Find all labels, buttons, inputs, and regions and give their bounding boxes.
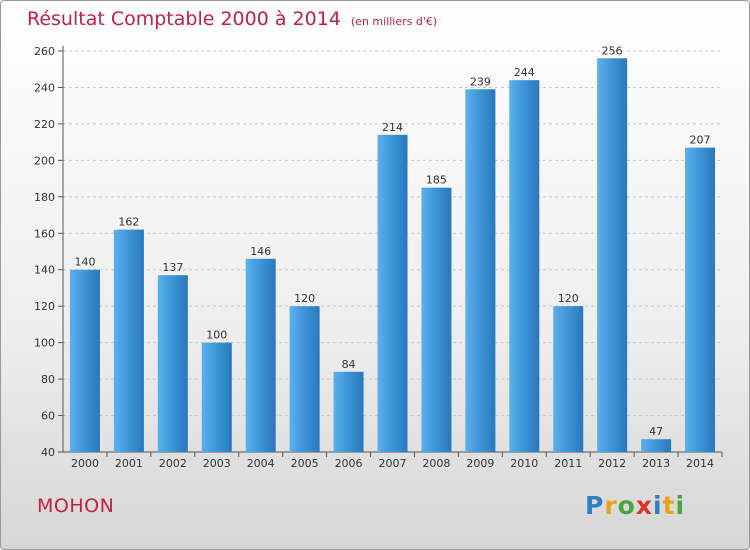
bar-2003 [201,342,232,452]
bar-2014 [685,147,716,452]
bars: 140 162 137 100 146 120 84 214 185 239 244 120 256 47… [69,44,716,453]
logo-letter: r [604,491,618,520]
x-tick-label: 2008 [422,457,450,470]
y-tick-label: 40 [41,446,55,459]
y-tick-label: 240 [34,81,55,94]
y-tick-label: 100 [34,337,55,350]
bar-2001 [113,229,144,452]
logo-letter: o [617,491,636,520]
y-tick-label: 160 [34,227,55,240]
bar-2013 [641,439,672,452]
x-tick-label: 2004 [247,457,275,470]
bar-value-label: 120 [558,292,579,305]
y-tick-label: 120 [34,300,55,313]
y-tick-label: 80 [41,373,55,386]
chart-title: Résultat Comptable 2000 à 2014 (en millie… [27,8,437,30]
bar-2000 [69,269,100,452]
x-tick-label: 2014 [686,457,714,470]
y-tick-label: 200 [34,154,55,167]
bar-value-label: 140 [74,256,95,269]
logo-letter: t [662,491,676,520]
bar-2008 [421,187,452,453]
x-tick-label: 2009 [466,457,494,470]
x-tick-label: 2002 [159,457,187,470]
title-text: Résultat Comptable 2000 à 2014 [27,8,341,30]
x-tick-label: 2012 [598,457,626,470]
bar-value-label: 84 [342,358,356,371]
y-tick-label: 180 [34,191,55,204]
x-tick-label: 2000 [71,457,99,470]
bar-value-label: 120 [294,292,315,305]
y-tick-label: 140 [34,264,55,277]
logo-letter: i [653,491,663,520]
bar-value-label: 162 [118,216,139,229]
y-tick-label: 220 [34,118,55,131]
bar-2010 [509,80,540,452]
x-tick-label: 2001 [115,457,143,470]
place-name: MOHON [37,495,115,517]
x-tick-label: 2011 [554,457,582,470]
y-tick-label: 260 [34,45,55,58]
bar-2004 [245,258,276,452]
bar-value-label: 100 [206,329,227,342]
bar-value-label: 47 [649,425,663,438]
x-tick-label: 2005 [291,457,319,470]
x-tick-label: 2013 [642,457,670,470]
unit-text: (en milliers d'€) [350,15,438,28]
x-tick-label: 2003 [203,457,231,470]
logo-letter: i [675,491,686,520]
bar-2002 [157,275,188,452]
x-tick-label: 2010 [510,457,538,470]
bar-2006 [333,371,364,452]
bar-2005 [289,306,320,452]
proxiti-logo: Proxiti [585,491,685,520]
x-tick-label: 2006 [335,457,363,470]
bar-2007 [377,134,408,452]
bar-value-label: 146 [250,245,271,258]
bar-value-label: 214 [382,121,403,134]
y-tick-label: 60 [41,410,55,423]
logo-letter: x [635,491,653,520]
bar-2011 [553,306,584,452]
bar-value-label: 207 [690,134,711,147]
bar-2009 [465,89,496,452]
bar-value-label: 185 [426,174,447,187]
bar-value-label: 256 [602,44,623,57]
bar-value-label: 244 [514,66,535,79]
bar-value-label: 239 [470,75,491,88]
x-tick-label: 2007 [379,457,407,470]
logo-letter: P [585,491,605,520]
bar-2012 [597,58,628,453]
bar-value-label: 137 [162,261,183,274]
